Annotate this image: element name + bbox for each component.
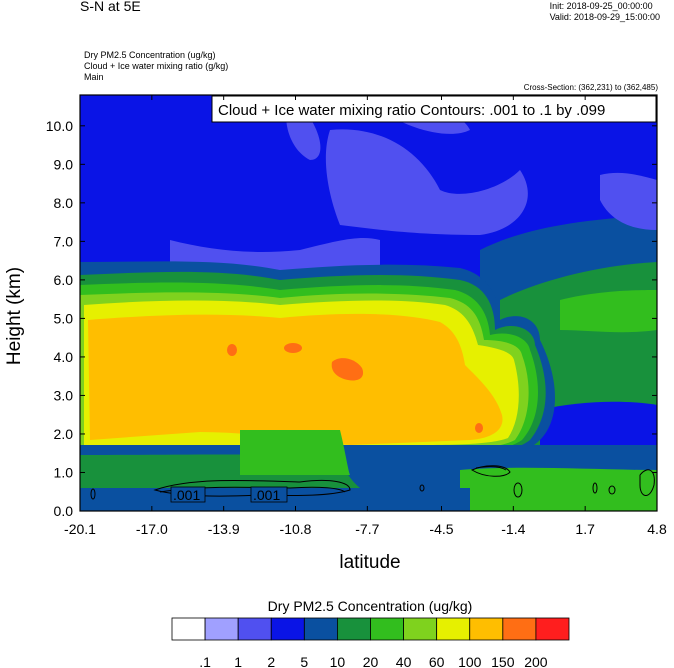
y-tick-label: 5.0 (54, 310, 74, 326)
init-time: Init: 2018-09-25_00:00:00 (549, 1, 653, 11)
variable-1: Dry PM2.5 Concentration (ug/kg) (84, 50, 216, 60)
colorbar-swatch (303, 617, 338, 641)
cloud-contour-6 (513, 482, 523, 498)
x-tick-label: -7.7 (355, 521, 379, 537)
cloud-contour-9 (639, 469, 655, 496)
x-axis: -20.1 -17.0 -13.9 -10.8 -7.7 -4.5 -1.4 1.7 4.8 (64, 95, 667, 537)
cross-section-label: Cross-Section: (362,231) to (362,485) (523, 83, 658, 92)
colorbar-level-label: .1 (199, 654, 211, 668)
colorbar-level-label: 5 (300, 654, 308, 668)
colorbar-level-label: 150 (491, 654, 515, 668)
y-tick-label: 1.0 (54, 464, 74, 480)
field-red-blob-3 (331, 358, 364, 381)
colorbar-level-label: 10 (330, 654, 346, 668)
colorbar-level-label: 1 (234, 654, 242, 668)
y-tick-label: 3.0 (54, 387, 74, 403)
y-tick-label: 7.0 (54, 233, 74, 249)
colorbar-swatch (436, 617, 471, 641)
cloud-contour-8 (608, 485, 616, 495)
y-tick-label: 2.0 (54, 426, 74, 442)
colorbar-swatch (204, 617, 239, 641)
y-axis-title: Height (km) (4, 267, 25, 365)
field-light-blue-5 (600, 172, 657, 230)
x-tick-label: -1.4 (501, 521, 525, 537)
x-axis-title: latitude (339, 552, 400, 573)
field-red-blob-2 (284, 343, 302, 353)
cloud-contour-1 (153, 479, 351, 497)
cloud-contour-4 (475, 466, 507, 471)
colorbar: .1 1 2 5 10 20 40 60 100 150 200 (171, 617, 570, 668)
x-tick-label: 1.7 (575, 521, 595, 537)
colorbar-level-label: 20 (363, 654, 379, 668)
field-orange-core (88, 313, 503, 445)
colorbar-swatch (171, 617, 206, 641)
x-tick-label: -4.5 (429, 521, 453, 537)
field-surface-bottom-right (470, 488, 657, 511)
x-tick-label: -17.0 (136, 521, 168, 537)
colorbar-level-label: 100 (458, 654, 482, 668)
y-tick-label: 6.0 (54, 272, 74, 288)
x-tick-label: -13.9 (208, 521, 240, 537)
y-tick-label: 9.0 (54, 156, 74, 172)
variable-list: Dry PM2.5 Concentration (ug/kg) Cloud + … (84, 50, 228, 83)
field-surface-bright-green (240, 430, 350, 475)
heatmap-field (80, 95, 657, 511)
y-tick-label: 10.0 (46, 118, 73, 134)
field-bright-green-right (560, 290, 657, 333)
cloud-contour-10 (419, 484, 425, 492)
colorbar-swatch (337, 617, 371, 641)
y-tick-label: 0.0 (54, 503, 74, 519)
colorbar-swatch (270, 617, 305, 641)
contour-label-2: .001 (253, 487, 280, 503)
y-tick-label: 8.0 (54, 195, 74, 211)
cloud-contour-5 (90, 488, 96, 500)
field-red-blob-1 (227, 344, 237, 356)
contour-annotation-box (211, 95, 657, 123)
contour-label-box-2 (250, 486, 288, 503)
colorbar-title: Dry PM2.5 Concentration (ug/kg) (268, 598, 473, 614)
colorbar-level-label: 200 (524, 654, 548, 668)
contour-label-box-1 (170, 486, 206, 503)
colorbar-swatch (237, 617, 272, 641)
contour-annotation: Cloud + Ice water mixing ratio Contours:… (218, 102, 605, 119)
colorbar-level-label: 60 (429, 654, 445, 668)
field-red-blob-4 (475, 423, 483, 433)
plot-title: S-N at 5E (80, 0, 141, 14)
colorbar-swatch (403, 617, 438, 641)
contour-label-group-2: .001 (250, 486, 288, 503)
colorbar-swatch (469, 617, 504, 641)
contour-label-group-1: .001 (170, 486, 206, 503)
x-tick-label: -10.8 (280, 521, 312, 537)
time-info: Init: 2018-09-25_00:00:00 Valid: 2018-09… (550, 1, 660, 23)
cloud-contour-7 (592, 482, 598, 494)
plot-frame (79, 94, 658, 512)
colorbar-swatch (535, 617, 570, 641)
y-tick-label: 4.0 (54, 349, 74, 365)
valid-time: Valid: 2018-09-29_15:00:00 (549, 12, 660, 22)
x-tick-label: 4.8 (647, 521, 667, 537)
variable-3: Main (84, 72, 104, 82)
colorbar-level-label: 2 (267, 654, 275, 668)
x-tick-label: -20.1 (64, 521, 96, 537)
variable-2: Cloud + Ice water mixing ratio (g/kg) (84, 61, 229, 71)
field-light-blue-2 (325, 129, 528, 235)
colorbar-level-label: 40 (396, 654, 412, 668)
field-light-blue-4 (170, 238, 380, 270)
colorbar-swatch (502, 617, 537, 641)
y-axis: 0.0 1.0 2.0 3.0 4.0 5.0 6.0 7.0 8.0 9.0 10.0 (46, 118, 657, 519)
contour-label-1: .001 (173, 487, 200, 503)
colorbar-swatch (370, 617, 404, 641)
